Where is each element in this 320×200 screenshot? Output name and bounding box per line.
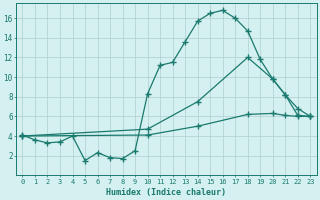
X-axis label: Humidex (Indice chaleur): Humidex (Indice chaleur) [106, 188, 226, 197]
